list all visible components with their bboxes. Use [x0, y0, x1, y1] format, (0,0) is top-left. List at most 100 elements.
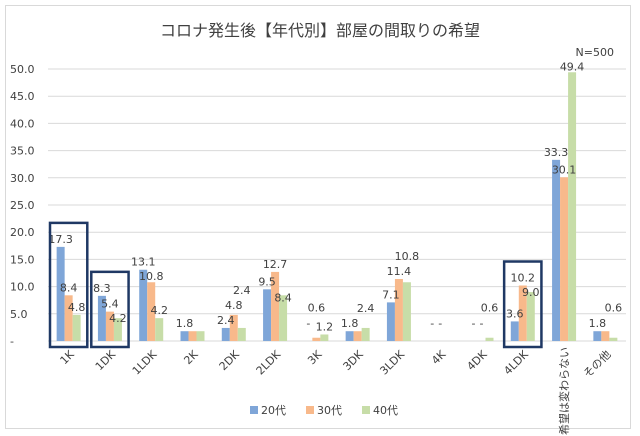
- bar-40代: [609, 337, 618, 341]
- bar-40代: [279, 295, 288, 341]
- data-label: 4.8: [68, 301, 86, 314]
- y-tick-label: 10.0: [10, 281, 35, 294]
- data-label: -: [306, 317, 310, 330]
- x-tick-label: 2K: [181, 347, 201, 367]
- legend-label: 20代: [261, 404, 286, 417]
- bar-20代: [552, 159, 561, 341]
- data-label: 13.1: [131, 256, 156, 269]
- bar-20代: [221, 327, 230, 341]
- bar-30代: [312, 337, 321, 341]
- y-tick-label: 25.0: [10, 199, 35, 212]
- data-label: 11.4: [387, 265, 412, 278]
- data-label: 12.7: [263, 258, 288, 271]
- bar-40代: [155, 318, 164, 341]
- bar-20代: [593, 331, 602, 341]
- highlight-box: [48, 221, 89, 349]
- bar-20代: [386, 302, 395, 341]
- legend-swatch: [306, 406, 314, 414]
- bar-30代: [105, 311, 114, 341]
- bar-40代: [485, 337, 494, 341]
- data-label: 1.8: [341, 317, 359, 330]
- bar-20代: [345, 331, 354, 341]
- data-label: 7.1: [382, 288, 400, 301]
- bar-30代: [64, 295, 73, 341]
- bar-30代: [394, 278, 403, 341]
- data-label: -: [480, 317, 484, 330]
- legend-label: 40代: [373, 404, 398, 417]
- bar-30代: [229, 314, 238, 341]
- bar-30代: [560, 177, 569, 341]
- bar-40代: [361, 327, 370, 341]
- data-label: 10.2: [511, 272, 536, 285]
- data-label: 4.8: [225, 299, 243, 312]
- legend-label: 30代: [317, 404, 342, 417]
- bar-20代: [263, 289, 272, 341]
- x-tick-label: 3DK: [341, 347, 367, 373]
- bar-30代: [518, 285, 527, 341]
- bar-30代: [188, 331, 197, 341]
- data-label: 2.4: [357, 302, 375, 315]
- bar-20代: [56, 246, 65, 341]
- data-label: -: [438, 317, 442, 330]
- data-label: 4.2: [109, 312, 127, 325]
- data-label: 1.2: [316, 320, 334, 333]
- y-tick-label: 15.0: [10, 253, 35, 266]
- bar-40代: [320, 334, 329, 341]
- data-label: 4.2: [150, 304, 168, 317]
- bar-40代: [402, 282, 411, 341]
- data-label: 10.8: [139, 270, 164, 283]
- bar-40代: [237, 327, 246, 341]
- bar-20代: [139, 269, 148, 341]
- data-label: 30.1: [552, 163, 577, 176]
- x-tick-label: 1DK: [93, 347, 119, 373]
- data-label: 3.6: [506, 307, 524, 320]
- data-label: 33.3: [544, 146, 569, 159]
- data-label: 0.6: [481, 302, 499, 315]
- y-tick-label: -: [10, 335, 14, 348]
- data-label: -: [472, 317, 476, 330]
- bar-20代: [510, 321, 519, 341]
- x-tick-label: その他: [581, 348, 614, 381]
- bar-20代: [97, 295, 106, 341]
- bar-40代: [196, 331, 205, 341]
- data-label: 17.3: [48, 233, 73, 246]
- x-tick-label: 2DK: [217, 347, 243, 373]
- bar-30代: [601, 331, 610, 341]
- data-label: 9.5: [258, 275, 276, 288]
- data-label: 5.4: [101, 298, 119, 311]
- chart-frame: [5, 5, 631, 429]
- y-tick-label: 35.0: [10, 145, 35, 158]
- x-tick-label: 3K: [305, 347, 325, 367]
- data-label: 8.4: [274, 291, 292, 304]
- y-tick-label: 5.0: [10, 308, 28, 321]
- data-label: 0.6: [605, 302, 623, 315]
- y-tick-label: 45.0: [10, 90, 35, 103]
- x-tick-label: 3LDK: [377, 347, 407, 377]
- data-label: 2.4: [217, 314, 235, 327]
- data-label: 2.4: [233, 284, 251, 297]
- data-label: 8.4: [60, 281, 78, 294]
- x-tick-label: 4DK: [464, 347, 490, 373]
- x-tick-label: 1LDK: [130, 347, 160, 377]
- data-label: 10.8: [395, 250, 420, 263]
- x-tick-label: 4LDK: [501, 347, 531, 377]
- x-tick-label: 2LDK: [254, 347, 284, 377]
- legend-swatch: [362, 406, 370, 414]
- y-tick-label: 20.0: [10, 226, 35, 239]
- bar-40代: [568, 72, 577, 341]
- highlight-box: [502, 260, 543, 349]
- data-label: 0.6: [308, 302, 326, 315]
- y-tick-label: 50.0: [10, 63, 35, 76]
- x-tick-label: 1K: [58, 347, 78, 367]
- bar-40代: [526, 292, 535, 341]
- bar-30代: [271, 271, 280, 341]
- data-label: -: [430, 317, 434, 330]
- data-label: 1.8: [176, 317, 194, 330]
- y-tick-label: 30.0: [10, 172, 35, 185]
- chart-title: コロナ発生後【年代別】部屋の間取りの希望: [159, 21, 480, 40]
- bar-30代: [353, 331, 362, 341]
- bar-30代: [147, 282, 156, 341]
- highlight-box: [90, 270, 130, 349]
